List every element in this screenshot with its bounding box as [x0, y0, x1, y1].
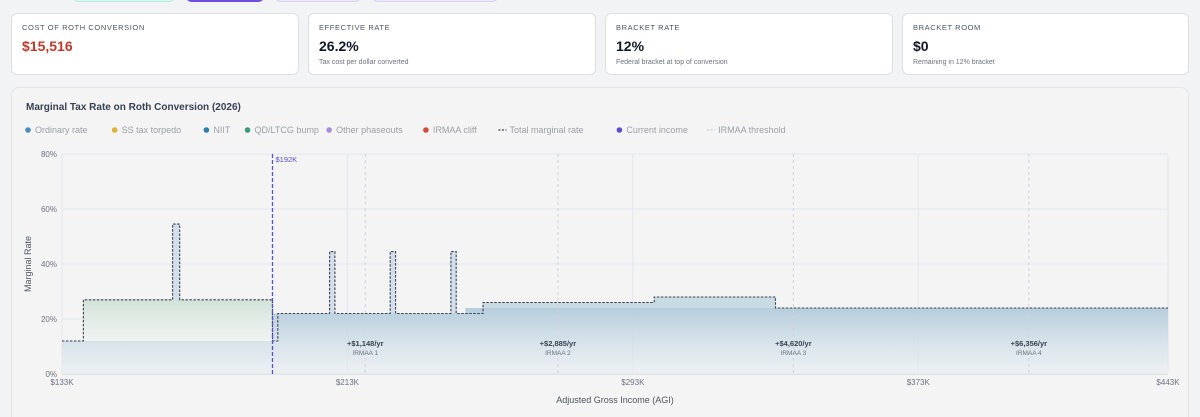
legend-label: Other phaseouts — [336, 125, 403, 135]
legend-label: Total marginal rate — [509, 125, 583, 135]
qd-ltcg-bump-area — [83, 299, 273, 341]
y-axis-title: Marginal Rate — [23, 236, 33, 292]
y-tick-label: 60% — [41, 205, 57, 214]
total-marginal-rate-line — [62, 223, 1168, 342]
irmaa-amount-label: +$1,148/yr — [347, 339, 384, 348]
legend-label: Ordinary rate — [35, 125, 88, 135]
x-tick-label: $133K — [50, 378, 74, 387]
legend-swatch — [111, 127, 118, 133]
irmaa-cliff-spike — [329, 251, 335, 314]
stat-card-effective-rate: EFFECTIVE RATE 26.2% Tax cost per dollar… — [308, 13, 596, 75]
irmaa-amount-label: +$2,885/yr — [540, 339, 577, 348]
x-tick-label: $293K — [621, 378, 645, 387]
irmaa-cliff-spike — [390, 251, 396, 314]
irmaa-tier-label: IRMAA 3 — [781, 350, 807, 357]
y-tick-label: 0% — [45, 370, 57, 379]
legend-label: Current income — [626, 125, 688, 135]
legend-label: IRMAA threshold — [718, 125, 786, 135]
irmaa-cliff-spike — [172, 224, 180, 300]
stat-label: EFFECTIVE RATE — [319, 23, 391, 32]
legend-label: QD/LTCG bump — [255, 125, 319, 135]
irmaa-tier-label: IRMAA 1 — [352, 350, 378, 357]
stat-subtitle: Tax cost per dollar converted — [319, 59, 409, 66]
legend-swatch — [423, 127, 429, 133]
y-tick-label: 20% — [41, 315, 57, 324]
legend-swatch — [244, 127, 251, 133]
stat-label: COST OF ROTH CONVERSION — [22, 23, 145, 32]
irmaa-cliff-spike — [450, 251, 457, 314]
x-tick-label: $443K — [1156, 378, 1180, 387]
legend-swatch — [326, 127, 332, 133]
stat-card-cost: COST OF ROTH CONVERSION $15,516 — [11, 13, 299, 75]
irmaa-amount-label: +$4,620/yr — [775, 339, 812, 348]
ordinary-rate-area — [62, 308, 1168, 374]
top-tab-strip — [0, 0, 1200, 2]
current-income-label: $192K — [275, 155, 297, 164]
legend-swatch — [616, 127, 623, 133]
stat-value: $0 — [913, 38, 929, 54]
irmaa-tier-label: IRMAA 2 — [545, 350, 571, 357]
legend-label: NIIT — [213, 125, 231, 135]
legend-label: SS tax torpedo — [122, 125, 182, 135]
stat-card-bracket-room: BRACKET ROOM $0 Remaining in 12% bracket — [902, 13, 1189, 75]
x-axis-title: Adjusted Gross Income (AGI) — [556, 395, 674, 405]
stat-subtitle: Federal bracket at top of conversion — [616, 59, 728, 66]
phaseout-bump-area — [483, 297, 776, 314]
chart-title: Marginal Tax Rate on Roth Conversion (20… — [26, 102, 241, 113]
stat-value: 12% — [616, 38, 645, 54]
stat-card-bracket-rate: BRACKET RATE 12% Federal bracket at top … — [605, 13, 893, 75]
legend-swatch — [203, 127, 210, 133]
y-tick-label: 80% — [41, 150, 57, 159]
legend-swatch — [25, 127, 31, 133]
irmaa-tier-label: IRMAA 4 — [1016, 350, 1042, 357]
x-tick-label: $213K — [336, 378, 360, 387]
stat-subtitle: Remaining in 12% bracket — [913, 59, 995, 66]
stat-value: $15,516 — [22, 38, 73, 54]
stat-label: BRACKET RATE — [616, 23, 681, 32]
y-tick-label: 40% — [41, 260, 57, 269]
irmaa-amount-label: +$6,356/yr — [1011, 339, 1048, 348]
stat-value: 26.2% — [319, 38, 359, 54]
x-tick-label: $373K — [907, 378, 931, 387]
stat-label: BRACKET ROOM — [913, 23, 981, 32]
legend-label: IRMAA cliff — [433, 125, 477, 135]
